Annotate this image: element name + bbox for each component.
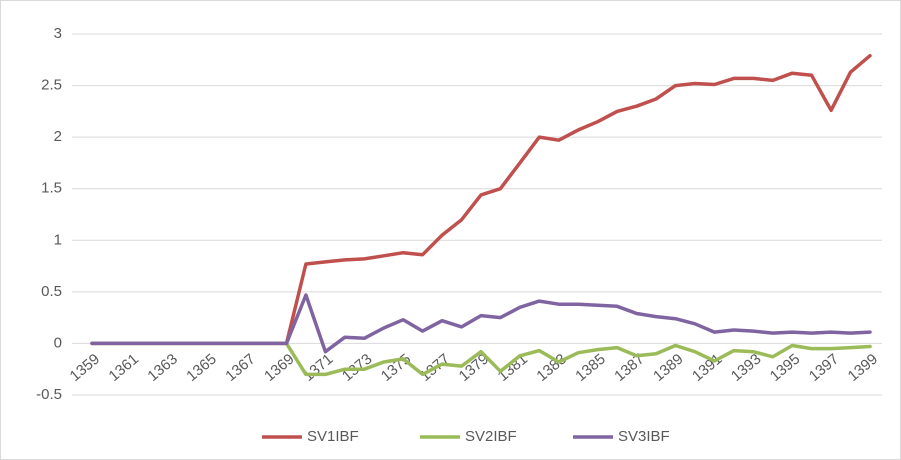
legend-label: SV3IBF	[618, 428, 670, 445]
y-tick-label: 0	[54, 334, 62, 351]
y-tick-label: -0.5	[36, 386, 62, 403]
legend-label: SV2IBF	[465, 428, 517, 445]
y-tick-label: 3	[54, 25, 62, 42]
series-line	[90, 293, 872, 354]
y-tick-label: 2.5	[41, 77, 62, 94]
y-tick-label: 0.5	[41, 283, 62, 300]
y-tick-label: 2	[54, 128, 62, 145]
y-tick-label: 1.5	[41, 180, 62, 197]
y-tick-label: 1	[54, 231, 62, 248]
legend-label: SV1IBF	[307, 428, 359, 445]
